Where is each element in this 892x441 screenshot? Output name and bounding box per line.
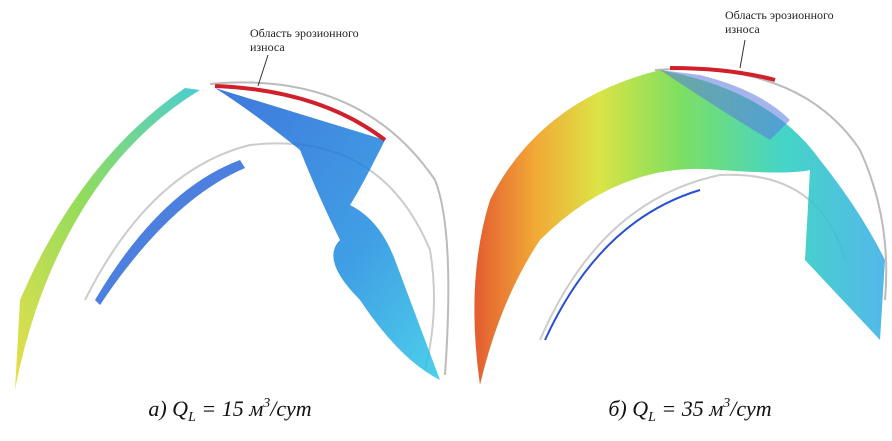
caption: а) QL = 15 м3/сут [148,396,311,425]
caption: б) QL = 35 м3/сут [608,396,771,425]
caption-unit: /сут [268,396,311,421]
caption-symbol: Q [172,396,188,421]
page: {"panels": [ {"annotation": ["Область эр… [0,0,892,441]
caption-symbol: Q [632,396,648,421]
caption-subscript: L [647,410,656,425]
caption-power: 3 [722,396,730,411]
caption-label: а) [148,396,166,421]
leader-line [740,40,745,68]
caption-power: 3 [262,396,270,411]
figure: Область эрозионного износа а) QL = 15 м3… [0,0,892,441]
annotation: Область эрозионного [250,26,359,40]
caption-subscript: L [187,410,196,425]
annotation: Область эрозионного [725,8,834,22]
flow-region [15,88,200,390]
caption-unit: /сут [728,396,771,421]
annotation: износа [725,22,760,36]
caption-value: = 35 м [661,396,723,421]
caption-label: б) [608,396,626,421]
right-panel: Область эрозионного износа б) QL = 35 м3… [474,8,886,425]
caption-value: = 15 м [201,396,263,421]
leader-line [258,55,268,86]
flow-region [95,160,245,305]
flow-region [474,70,885,385]
flow-region [215,88,440,380]
annotation: износа [250,40,285,54]
left-panel: Область эрозионного износа а) QL = 15 м3… [15,26,448,425]
